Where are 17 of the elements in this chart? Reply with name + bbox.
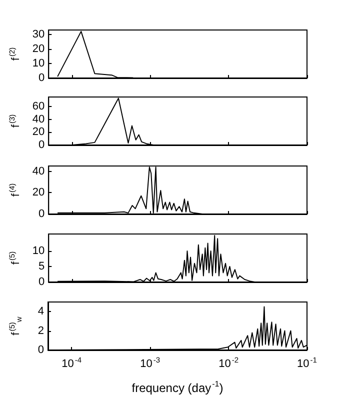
y-tick-label: 0 [38, 276, 45, 288]
y-tick-label: 0 [38, 139, 45, 151]
y-tick-label: 40 [32, 113, 45, 126]
y-tick-label: 10 [32, 57, 45, 70]
y-tick-label: 5 [38, 260, 45, 273]
y-tick-label: 4 [38, 306, 44, 318]
y-tick-label: 0 [38, 208, 45, 220]
y-tick-label: 10 [32, 245, 45, 258]
y-tick-label: 40 [32, 165, 45, 178]
y-tick-label: 20 [32, 126, 45, 138]
y-tick-label: 0 [38, 72, 45, 84]
y-tick-label: 0 [38, 344, 44, 356]
y-tick-label: 60 [32, 100, 45, 113]
y-tick-label: 2 [38, 324, 44, 337]
y-tick-label: 30 [32, 28, 45, 40]
y-tick-label: 20 [32, 42, 45, 55]
y-tick-label: 20 [32, 186, 45, 199]
